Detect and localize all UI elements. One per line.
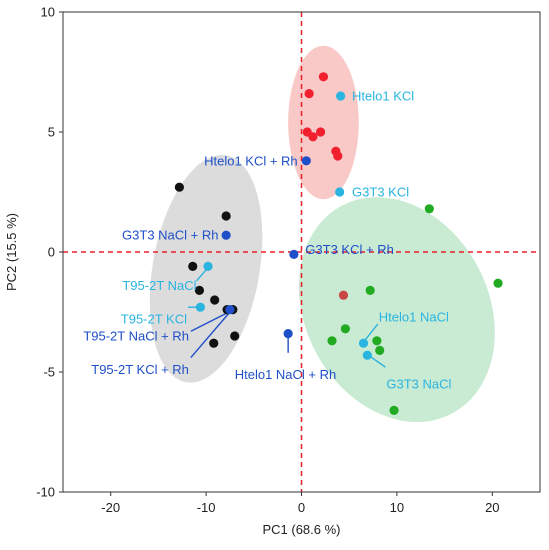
y-tick-label: 0 — [48, 245, 55, 260]
leader-line — [190, 311, 231, 359]
point-label: T95-2T KCl — [121, 312, 187, 327]
data-point-light-blue — [358, 338, 369, 348]
point-label: Htelo1 KCl + Rh — [204, 153, 298, 168]
data-point-light-blue — [336, 91, 346, 101]
leader-line — [190, 311, 230, 332]
leader-line — [363, 323, 379, 342]
data-point-black — [230, 331, 240, 341]
confidence-ellipses — [149, 45, 495, 422]
x-tick-label: 10 — [390, 500, 404, 515]
data-point-dark-blue — [225, 305, 235, 315]
data-point-black — [194, 285, 205, 295]
data-point-dark-blue — [283, 329, 293, 339]
point-label: T95-2T NaCl — [122, 278, 196, 293]
data-point-black — [221, 211, 231, 221]
data-point-dark-blue — [289, 249, 299, 259]
y-tick-label: 5 — [48, 125, 55, 140]
data-point-green — [424, 204, 434, 214]
data-point-red — [333, 151, 343, 161]
data-point-light-blue — [203, 261, 213, 271]
data-point-green — [365, 285, 375, 295]
point-label: Htelo1 NaCl — [379, 309, 449, 324]
data-point-brown-red — [338, 290, 349, 300]
point-label: G3T3 KCl + Rh — [305, 242, 394, 257]
data-point-green — [389, 405, 399, 415]
point-label: G3T3 KCl — [352, 185, 409, 200]
data-point-red — [318, 72, 329, 82]
data-point-green — [372, 336, 382, 346]
x-tick-label: -10 — [197, 500, 216, 515]
data-point-black — [174, 182, 184, 192]
y-axis-label: PC2 (15.5 %) — [4, 213, 19, 291]
data-point-black — [188, 261, 198, 271]
data-point-red — [308, 132, 318, 142]
data-point-red — [304, 89, 314, 99]
data-point-dark-blue — [221, 230, 231, 240]
data-point-green — [340, 324, 350, 334]
x-tick-label: -20 — [101, 500, 120, 515]
data-point-green — [327, 336, 337, 346]
reference-lines — [63, 12, 540, 492]
data-point-green — [493, 278, 503, 288]
data-point-light-blue — [335, 187, 345, 197]
ellipse-pink — [288, 45, 359, 200]
point-label: G3T3 NaCl — [386, 377, 451, 392]
leader-line — [196, 268, 208, 282]
point-label: G3T3 NaCl + Rh — [122, 228, 218, 243]
data-point-red — [315, 127, 326, 137]
axis-ticks: -20 -10 0 10 20 -10 -5 0 5 10 — [36, 5, 499, 516]
point-label: T95-2T NaCl + Rh — [83, 329, 189, 344]
point-label: Htelo1 NaCl + Rh — [235, 367, 337, 382]
y-tick-label: -5 — [43, 365, 55, 380]
point-label: T95-2T KCl + Rh — [91, 362, 189, 377]
data-point-black — [210, 295, 220, 305]
ellipse-green — [298, 197, 495, 422]
x-tick-label: 0 — [298, 500, 305, 515]
data-point-dark-blue — [301, 156, 311, 166]
y-tick-label: -10 — [36, 485, 55, 500]
point-label: Htelo1 KCl — [352, 89, 414, 104]
data-points — [174, 72, 503, 415]
data-point-light-blue — [362, 350, 372, 360]
data-point-black — [209, 338, 219, 348]
annotation-labels: Htelo1 KCl Htelo1 KCl + Rh G3T3 KCl G3T3 Na… — [83, 89, 451, 392]
y-tick-label: 10 — [41, 5, 55, 20]
data-point-green — [375, 345, 385, 355]
x-axis-label: PC1 (68.6 %) — [262, 522, 340, 537]
x-tick-label: 20 — [485, 500, 499, 515]
data-point-light-blue — [195, 302, 205, 312]
